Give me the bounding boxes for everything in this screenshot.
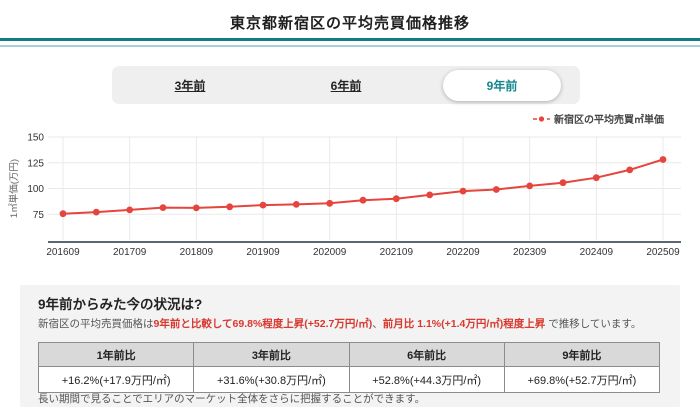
- legend-label: 新宿区の平均売買㎡単価: [554, 115, 664, 126]
- chart-legend: 新宿区の平均売買㎡単価: [533, 111, 664, 126]
- tab-3years-label: 3年前: [174, 78, 206, 93]
- summary-text-mid: 、: [372, 318, 383, 330]
- x-tick-label: 201609: [46, 247, 80, 258]
- data-point: [659, 156, 667, 163]
- tab-6years[interactable]: 6年前: [268, 77, 424, 94]
- comparison-table: 1年前比 3年前比 6年前比 9年前比 +16.2%(+17.9万円/㎡) +3…: [37, 342, 661, 393]
- data-point: [459, 187, 467, 195]
- comparison-table-value-row: +16.2%(+17.9万円/㎡) +31.6%(+30.8万円/㎡) +52.…: [37, 366, 661, 393]
- title-divider-dark: [0, 38, 700, 41]
- tab-9years[interactable]: 9年前: [424, 69, 580, 101]
- summary-text-prefix: 新宿区の平均売買価格は: [38, 318, 154, 330]
- x-tick-label: 202209: [446, 247, 480, 258]
- y-axis-title: 1㎡単価(万円): [8, 159, 20, 218]
- data-point: [226, 203, 234, 211]
- data-point: [292, 201, 300, 208]
- price-chart-svg: 201609 201709 201809 201909 202009 202109 2022…: [8, 133, 681, 258]
- tab-9years-pill: 9年前: [442, 69, 562, 101]
- data-point: [559, 179, 567, 187]
- x-tick-label: 202409: [580, 247, 614, 258]
- y-tick-label: 100: [27, 184, 44, 195]
- tab-9years-label: 9年前: [486, 78, 518, 93]
- value-3yr: +31.6%(+30.8万円/㎡): [193, 366, 350, 393]
- summary-text: 新宿区の平均売買価格は9年前と比較して69.8%程度上昇(+52.7万円/㎡)、…: [38, 316, 672, 331]
- data-point: [626, 166, 634, 174]
- data-point: [392, 195, 400, 203]
- summary-panel: 9年前からみた今の状況は? 新宿区の平均売買価格は9年前と比較して69.8%程度…: [20, 285, 680, 407]
- x-tick-label: 202009: [313, 247, 347, 258]
- data-point: [426, 191, 434, 199]
- data-point: [526, 182, 534, 190]
- chart-line: [62, 158, 664, 215]
- summary-highlight-9yr: 9年前と比較して69.8%程度上昇(+52.7万円/㎡): [153, 318, 373, 330]
- period-tabbar: 3年前 6年前 9年前: [112, 66, 580, 104]
- header-9yr: 9年前比: [503, 342, 661, 367]
- x-tick-label: 201909: [246, 247, 280, 258]
- x-tick-label: 202309: [513, 247, 547, 258]
- legend-line-dot-icon: [533, 115, 550, 122]
- data-point: [192, 204, 200, 212]
- x-tick-label: 201809: [180, 247, 214, 258]
- data-point: [59, 210, 67, 218]
- header-1yr: 1年前比: [37, 342, 195, 367]
- x-tick-label: 201709: [113, 247, 147, 258]
- value-6yr: +52.8%(+44.3万円/㎡): [348, 366, 505, 393]
- y-tick-label: 125: [27, 158, 44, 169]
- comparison-table-header-row: 1年前比 3年前比 6年前比 9年前比: [37, 342, 661, 367]
- panel-footer-note: 長い期間で見ることでエリアのマーケット全体をさらに把握することができます。: [38, 393, 426, 405]
- x-tick-label: 202109: [380, 247, 414, 258]
- header-6yr: 6年前比: [348, 342, 505, 367]
- tab-3years[interactable]: 3年前: [112, 77, 268, 94]
- data-point: [359, 196, 367, 204]
- data-point: [126, 206, 134, 214]
- page-title: 東京都新宿区の平均売買価格推移: [229, 15, 470, 32]
- summary-heading: 9年前からみた今の状況は?: [38, 297, 203, 312]
- data-point: [326, 199, 334, 207]
- value-9yr: +69.8%(+52.7万円/㎡): [503, 366, 661, 393]
- header-3yr: 3年前比: [193, 342, 350, 367]
- x-tick-label: 202509: [646, 247, 680, 258]
- data-point: [159, 204, 167, 211]
- data-point: [259, 201, 267, 209]
- y-tick-label: 150: [27, 133, 44, 144]
- title-divider-light: [0, 45, 700, 47]
- data-point: [492, 186, 500, 193]
- value-1yr: +16.2%(+17.9万円/㎡): [37, 366, 195, 393]
- data-point: [92, 208, 100, 216]
- summary-highlight-mom: 前月比 1.1%(+1.4万円/㎡)程度上昇: [382, 318, 546, 330]
- summary-text-suffix: で推移しています。: [545, 318, 642, 330]
- tab-6years-label: 6年前: [330, 78, 362, 93]
- y-tick-label: 75: [33, 210, 45, 221]
- data-point: [592, 174, 600, 182]
